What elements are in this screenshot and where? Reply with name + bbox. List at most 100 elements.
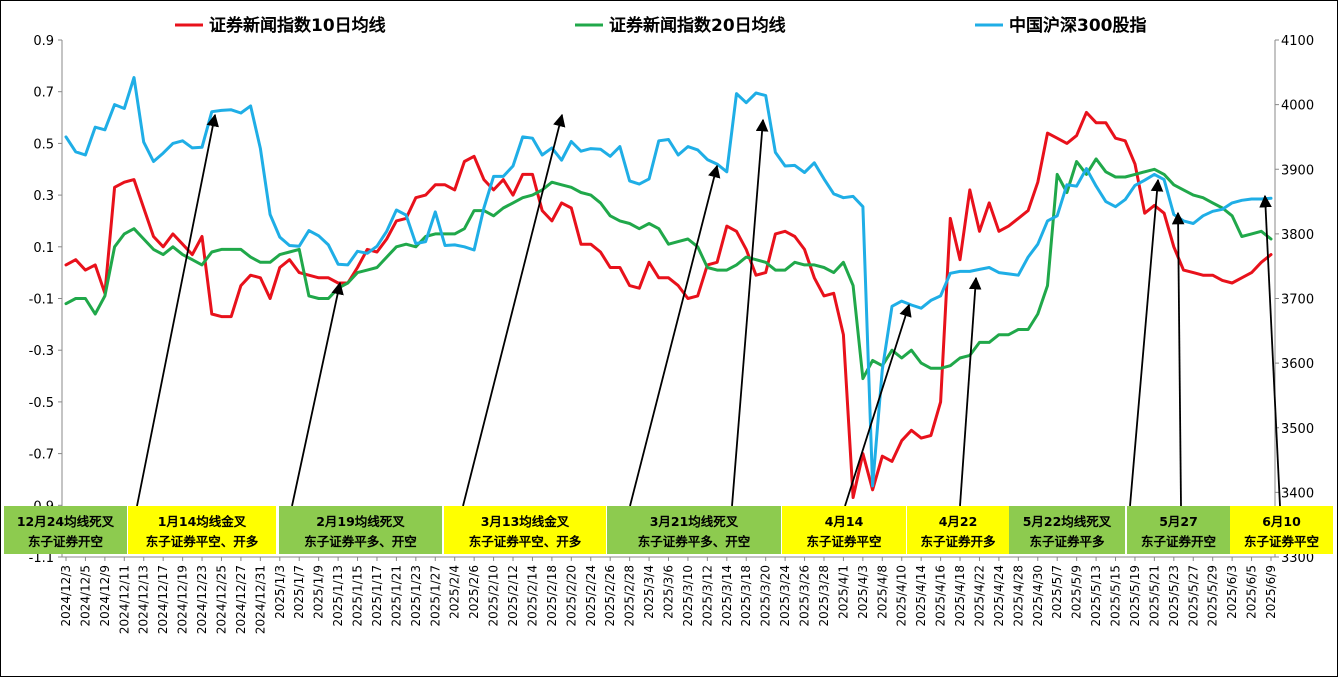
- arrows-layer: [136, 113, 1281, 507]
- x-tick-label: 2025/5/23: [1167, 565, 1181, 627]
- ann-box-bg: [1009, 506, 1125, 554]
- x-tick-label: 2025/2/4: [448, 565, 462, 619]
- ann-action-label: 东子证券平空、开多: [146, 534, 259, 549]
- annotation-boxes-layer: 12月24均线死叉东子证券开空1月14均线金叉东子证券平空、开多2月19均线死叉…: [4, 506, 1333, 554]
- ann-date-label: 12月24均线死叉: [17, 514, 115, 529]
- series-line-csi300: [64, 76, 1273, 488]
- x-tick-label: 2024/12/17: [156, 565, 170, 634]
- ann-box-0610: 6月10 东子证券平空: [1230, 506, 1333, 554]
- ann-box-bg: [607, 506, 781, 554]
- x-tick-label: 2025/4/16: [934, 565, 948, 627]
- x-tick-label: 2025/1/3: [273, 565, 287, 619]
- x-tick-label: 2025/1/9: [312, 565, 326, 619]
- legend-label: 证券新闻指数10日均线: [209, 15, 386, 36]
- legend-item-10d: 证券新闻指数10日均线: [175, 15, 386, 36]
- x-tick-label: 2025/4/22: [972, 565, 986, 627]
- legend-label: 中国沪深300股指: [1009, 15, 1147, 36]
- x-tick-label: 2025/5/13: [1089, 565, 1103, 627]
- x-tick-label: 2025/4/8: [875, 565, 889, 619]
- x-tick-label: 2025/5/15: [1109, 565, 1123, 627]
- ann-box-bg: [279, 506, 442, 554]
- ann-date-label: 4月22: [939, 514, 978, 529]
- ann-date-label: 2月19均线死叉: [316, 514, 405, 529]
- x-tick-label: 2025/1/27: [428, 565, 442, 627]
- x-tick-label: 2025/4/3: [856, 565, 870, 619]
- x-tick-label: 2025/4/28: [1011, 565, 1025, 627]
- ann-date-label: 1月14均线金叉: [158, 514, 247, 529]
- ann-box-bg: [907, 506, 1009, 554]
- x-tick-label: 2025/5/19: [1128, 565, 1142, 627]
- x-tick-label: 2025/3/10: [681, 565, 695, 627]
- x-tick-label: 2025/4/18: [953, 565, 967, 627]
- ann-box-bg: [1127, 506, 1230, 554]
- x-tick-label: 2025/1/23: [409, 565, 423, 627]
- annotation-arrow: [1129, 178, 1164, 507]
- x-tick-label: 2024/12/23: [195, 565, 209, 634]
- x-tick-label: 2024/12/11: [117, 565, 131, 634]
- left-tick-label: -0.5: [29, 396, 54, 411]
- x-tick-label: 2025/5/21: [1147, 565, 1161, 627]
- ann-action-label: 东子证券平多、开空: [638, 534, 751, 549]
- legend-item-20d: 证券新闻指数20日均线: [575, 15, 786, 36]
- ann-date-label: 3月13均线金叉: [481, 514, 570, 529]
- ann-box-bg: [128, 506, 276, 554]
- x-tick-label: 2025/5/9: [1070, 565, 1084, 619]
- ann-date-label: 6月10: [1262, 514, 1301, 529]
- x-tick-label: 2025/2/26: [603, 565, 617, 627]
- x-tick-label: 2024/12/5: [78, 565, 92, 627]
- x-tick-label: 2025/6/9: [1264, 565, 1278, 619]
- series-layer: [64, 76, 1273, 499]
- x-tick-label: 2025/1/21: [389, 565, 403, 627]
- annotation-arrow: [291, 281, 344, 507]
- left-tick-label: 0.7: [33, 86, 54, 101]
- right-tick-label: 3700: [1281, 293, 1314, 308]
- x-tick-label: 2025/3/18: [739, 565, 753, 627]
- ann-action-label: 东子证券平空: [1244, 534, 1319, 549]
- right-tick-label: 4100: [1281, 34, 1314, 49]
- x-tick-label: 2025/4/24: [992, 565, 1006, 627]
- right-tick-label: 3800: [1281, 228, 1314, 243]
- x-tick-label: 2024/12/25: [214, 565, 228, 634]
- ann-box-bg: [444, 506, 606, 554]
- x-tick-label: 2025/3/6: [662, 565, 676, 619]
- x-tick-label: 2024/12/13: [137, 565, 151, 634]
- x-tick-label: 2025/3/14: [720, 565, 734, 627]
- annotation-arrow: [731, 118, 769, 507]
- legend: 证券新闻指数10日均线 证券新闻指数20日均线 中国沪深300股指: [175, 15, 1147, 36]
- x-tick-label: 2025/2/24: [584, 565, 598, 627]
- ann-box-bg: [782, 506, 906, 554]
- right-tick-label: 3300: [1281, 551, 1314, 566]
- x-tick-label: 2025/1/13: [331, 565, 345, 627]
- x-tick-label: 2025/2/12: [506, 565, 520, 627]
- ann-action-label: 东子证券开空: [1141, 534, 1216, 549]
- ann-action-label: 东子证券平多、开空: [304, 534, 417, 549]
- x-tick-label: 2025/4/30: [1031, 565, 1045, 627]
- ann-action-label: 东子证券平空: [806, 534, 881, 549]
- ann-date-label: 5月27: [1159, 514, 1198, 529]
- x-tick-label: 2025/3/4: [642, 565, 656, 619]
- x-tick-label: 2025/3/12: [700, 565, 714, 627]
- x-tick-label: 2025/4/10: [895, 565, 909, 627]
- right-tick-label: 3600: [1281, 357, 1314, 372]
- right-tick-label: 3500: [1281, 422, 1314, 437]
- x-tick-label: 2025/5/27: [1186, 565, 1200, 627]
- x-tick-label: 2025/2/10: [487, 565, 501, 627]
- annotation-arrow: [959, 276, 982, 507]
- x-tick-label: 2025/1/15: [351, 565, 365, 627]
- annotation-arrow: [1259, 194, 1281, 507]
- ann-date-label: 3月21均线死叉: [650, 514, 739, 529]
- x-tick-label: 2024/12/3: [59, 565, 73, 627]
- x-tick-label: 2025/5/7: [1050, 565, 1064, 619]
- left-tick-label: -0.1: [29, 293, 54, 308]
- x-tick-label: 2025/2/14: [525, 565, 539, 627]
- ann-box-0527: 5月27 东子证券开空: [1127, 506, 1230, 554]
- ann-box-0422: 4月22 东子证券开多: [907, 506, 1009, 554]
- ann-action-label: 东子证券平空、开多: [469, 534, 582, 549]
- left-tick-label: -0.7: [29, 448, 54, 463]
- annotation-arrow: [1171, 211, 1185, 507]
